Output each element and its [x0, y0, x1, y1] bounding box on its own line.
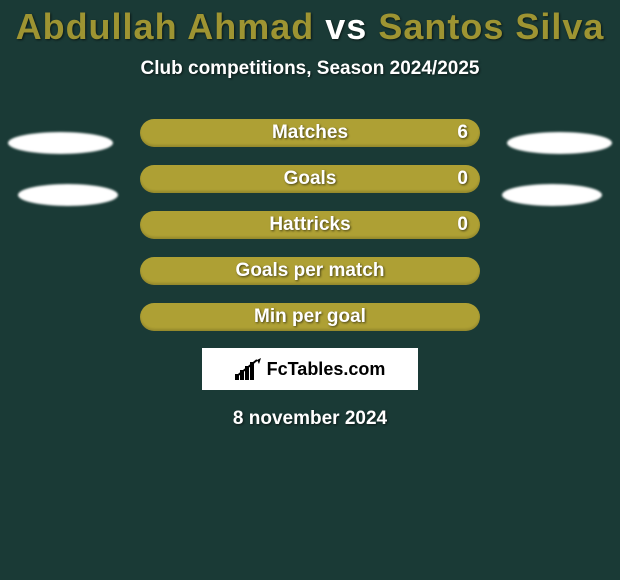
stat-row: Matches6: [0, 110, 620, 156]
comparison-title: Abdullah Ahmad vs Santos Silva: [0, 6, 620, 48]
stat-bar: [140, 165, 480, 193]
generated-date: 8 november 2024: [0, 408, 620, 430]
stat-row: Hattricks0: [0, 202, 620, 248]
fctables-logo: FcTables.com: [202, 348, 418, 390]
stat-bar: [140, 257, 480, 285]
stat-bar: [140, 211, 480, 239]
stat-row: Goals per match: [0, 248, 620, 294]
stat-bar: [140, 119, 480, 147]
player-a-name: Abdullah Ahmad: [16, 6, 315, 47]
stats-bars: Matches6Goals0Hattricks0Goals per matchM…: [0, 110, 620, 340]
stat-row: Goals0: [0, 156, 620, 202]
player-b-name: Santos Silva: [378, 6, 604, 47]
logo-text: FcTables.com: [267, 359, 386, 380]
stat-bar: [140, 303, 480, 331]
subtitle: Club competitions, Season 2024/2025: [0, 58, 620, 80]
stat-row: Min per goal: [0, 294, 620, 340]
vs-separator: vs: [325, 6, 367, 47]
chart-icon: [235, 358, 261, 380]
